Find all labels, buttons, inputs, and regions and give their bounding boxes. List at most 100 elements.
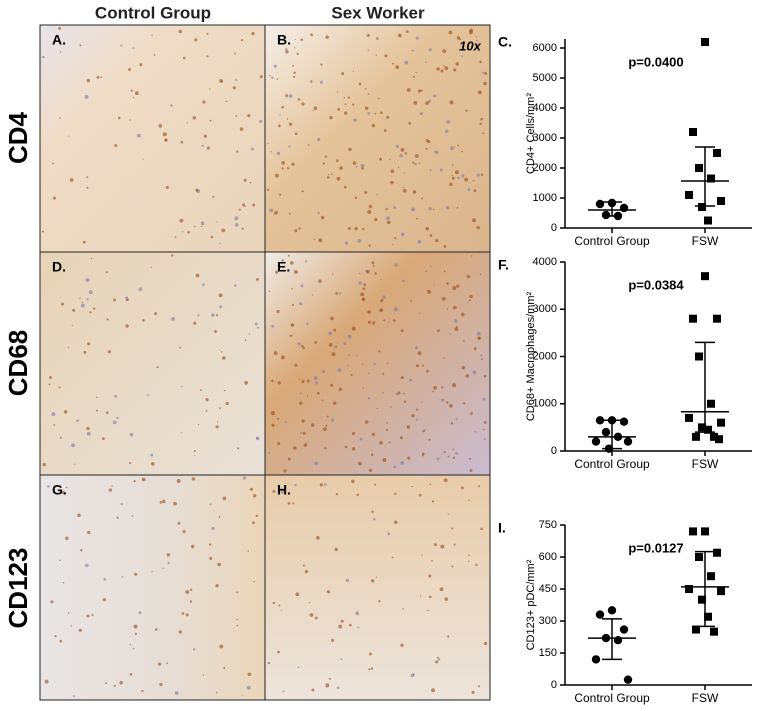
stain-dot bbox=[366, 34, 370, 38]
stain-dot bbox=[171, 317, 176, 321]
stain-dot bbox=[347, 226, 351, 230]
stain-dot bbox=[205, 410, 208, 412]
stain-dot bbox=[274, 210, 278, 215]
stain-dot bbox=[352, 103, 355, 106]
stain-dot bbox=[193, 454, 196, 457]
stain-dot bbox=[338, 624, 343, 629]
stain-dot bbox=[113, 298, 116, 302]
y-tick-label: 4000 bbox=[533, 102, 557, 114]
stain-dot bbox=[59, 436, 62, 439]
stain-dot bbox=[269, 208, 274, 213]
stain-dot bbox=[413, 100, 418, 105]
stain-dot bbox=[132, 96, 135, 99]
stain-dot bbox=[141, 689, 144, 693]
stain-dot bbox=[278, 124, 281, 128]
stain-dot bbox=[254, 322, 258, 326]
stain-dot bbox=[86, 614, 90, 618]
data-point bbox=[717, 418, 725, 427]
data-point bbox=[707, 399, 715, 408]
stain-dot bbox=[299, 392, 302, 395]
stain-dot bbox=[186, 122, 189, 124]
stain-dot bbox=[373, 483, 376, 486]
stain-dot bbox=[419, 595, 422, 597]
stain-dot bbox=[390, 406, 392, 408]
stain-dot bbox=[465, 374, 470, 378]
stain-dot bbox=[329, 115, 333, 120]
stain-dot bbox=[469, 30, 473, 35]
stain-dot bbox=[180, 432, 183, 434]
stain-dot bbox=[367, 397, 371, 400]
stain-dot bbox=[332, 401, 337, 405]
stain-dot bbox=[283, 469, 287, 473]
stain-dot bbox=[150, 453, 154, 457]
stain-dot bbox=[190, 544, 195, 549]
stain-dot bbox=[420, 89, 423, 92]
stain-dot bbox=[371, 510, 374, 514]
stain-dot bbox=[431, 688, 435, 693]
data-point bbox=[619, 625, 629, 634]
stain-dot bbox=[450, 422, 454, 425]
stain-dot bbox=[457, 176, 460, 180]
stain-dot bbox=[47, 485, 50, 488]
stain-dot bbox=[105, 411, 109, 414]
micrograph bbox=[39, 24, 266, 253]
stain-dot bbox=[452, 383, 457, 388]
stain-dot bbox=[314, 461, 319, 466]
stain-dot bbox=[356, 354, 358, 357]
stain-dot bbox=[312, 109, 315, 112]
stain-dot bbox=[105, 271, 108, 274]
stain-dot bbox=[344, 241, 349, 245]
stain-dot bbox=[421, 554, 423, 556]
stain-dot bbox=[484, 71, 488, 75]
stain-dot bbox=[429, 483, 432, 486]
p-value: p=0.0400 bbox=[628, 54, 683, 69]
stain-dot bbox=[325, 683, 330, 688]
stain-dot bbox=[93, 307, 96, 310]
stain-dot bbox=[187, 230, 190, 234]
stain-dot bbox=[340, 619, 344, 623]
stain-dot bbox=[399, 436, 403, 440]
stain-dot bbox=[353, 118, 357, 122]
stain-dot bbox=[397, 166, 400, 168]
stain-dot bbox=[321, 399, 324, 402]
stain-dot bbox=[404, 60, 409, 65]
stain-dot bbox=[76, 419, 79, 423]
stain-dot bbox=[452, 448, 454, 450]
stain-dot bbox=[371, 261, 375, 265]
stain-dot bbox=[483, 438, 486, 440]
stain-dot bbox=[290, 334, 293, 337]
stain-dot bbox=[164, 138, 168, 142]
stain-dot bbox=[351, 326, 356, 331]
stain-dot bbox=[315, 381, 319, 385]
stain-dot bbox=[197, 423, 200, 426]
stain-dot bbox=[415, 71, 417, 74]
stain-dot bbox=[301, 379, 305, 384]
stain-dot bbox=[259, 119, 263, 123]
stain-dot bbox=[165, 185, 169, 190]
stain-dot bbox=[474, 431, 477, 433]
stain-dot bbox=[330, 418, 335, 422]
row-label: CD4 bbox=[3, 111, 33, 164]
stain-dot bbox=[250, 147, 254, 151]
stain-dot bbox=[178, 29, 182, 34]
stain-dot bbox=[90, 257, 93, 260]
stain-dot bbox=[96, 409, 98, 412]
stain-dot bbox=[242, 203, 245, 207]
stain-dot bbox=[304, 260, 308, 263]
stain-dot bbox=[302, 431, 306, 435]
stain-dot bbox=[326, 686, 328, 688]
stain-dot bbox=[300, 38, 304, 42]
stain-dot bbox=[256, 437, 259, 440]
stain-dot bbox=[134, 91, 139, 96]
stain-dot bbox=[318, 279, 322, 283]
stain-dot bbox=[424, 61, 427, 63]
stain-dot bbox=[138, 611, 142, 615]
stain-dot bbox=[193, 449, 196, 453]
stain-dot bbox=[86, 78, 91, 83]
stain-dot bbox=[322, 162, 325, 165]
stain-dot bbox=[195, 273, 200, 278]
stain-dot bbox=[380, 278, 383, 281]
stain-dot bbox=[372, 321, 376, 325]
stain-dot bbox=[433, 386, 437, 390]
stain-dot bbox=[180, 140, 184, 144]
